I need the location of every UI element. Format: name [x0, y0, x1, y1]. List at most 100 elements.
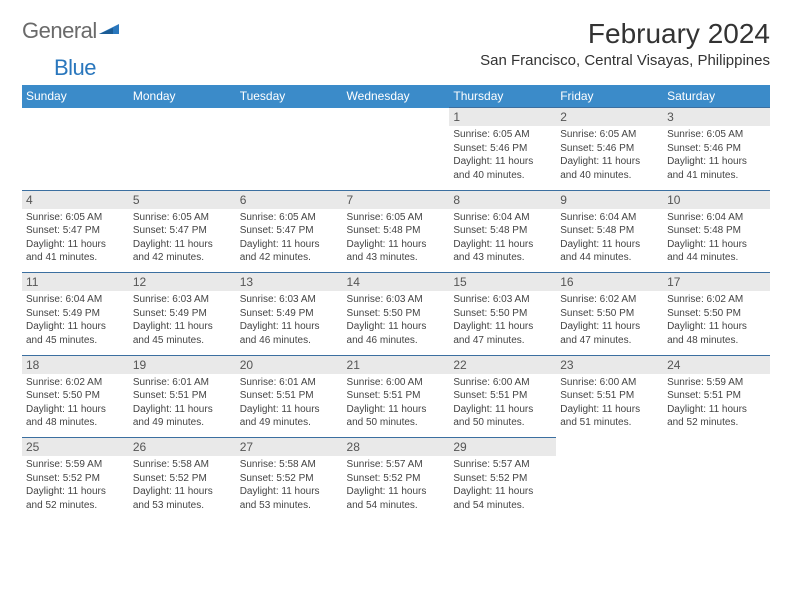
day-detail-cell: Sunrise: 5:57 AMSunset: 5:52 PMDaylight:… [449, 456, 556, 514]
week-daynum-row: 2526272829 [22, 438, 770, 457]
sunrise-text: Sunrise: 6:00 AM [453, 376, 552, 390]
day-number-cell: 9 [556, 190, 663, 209]
day-number-cell: 19 [129, 355, 236, 374]
sunrise-text: Sunrise: 6:02 AM [26, 376, 125, 390]
daylight-text: Daylight: 11 hours and 43 minutes. [347, 238, 446, 265]
sunset-text: Sunset: 5:52 PM [453, 472, 552, 486]
daylight-text: Daylight: 11 hours and 52 minutes. [26, 485, 125, 512]
day-number-cell [556, 438, 663, 457]
sunrise-text: Sunrise: 6:04 AM [560, 211, 659, 225]
day-header-monday: Monday [129, 85, 236, 108]
sunset-text: Sunset: 5:48 PM [347, 224, 446, 238]
day-detail-cell: Sunrise: 6:01 AMSunset: 5:51 PMDaylight:… [129, 374, 236, 432]
day-number-cell: 7 [343, 190, 450, 209]
daylight-text: Daylight: 11 hours and 52 minutes. [667, 403, 766, 430]
daylight-text: Daylight: 11 hours and 47 minutes. [453, 320, 552, 347]
day-number-cell: 15 [449, 273, 556, 292]
day-number-cell [129, 108, 236, 127]
sunset-text: Sunset: 5:47 PM [240, 224, 339, 238]
day-detail-cell: Sunrise: 6:02 AMSunset: 5:50 PMDaylight:… [22, 374, 129, 432]
brand-general: General [22, 18, 97, 44]
day-detail-cell: Sunrise: 6:04 AMSunset: 5:48 PMDaylight:… [663, 209, 770, 267]
day-detail-cell: Sunrise: 6:00 AMSunset: 5:51 PMDaylight:… [343, 374, 450, 432]
day-number-cell: 21 [343, 355, 450, 374]
day-detail-cell [343, 126, 450, 184]
daylight-text: Daylight: 11 hours and 40 minutes. [453, 155, 552, 182]
sunrise-text: Sunrise: 6:05 AM [347, 211, 446, 225]
daylight-text: Daylight: 11 hours and 44 minutes. [667, 238, 766, 265]
day-detail-cell: Sunrise: 6:03 AMSunset: 5:50 PMDaylight:… [449, 291, 556, 349]
day-number-cell: 27 [236, 438, 343, 457]
day-number-cell: 22 [449, 355, 556, 374]
day-detail-cell: Sunrise: 5:58 AMSunset: 5:52 PMDaylight:… [129, 456, 236, 514]
day-detail-cell: Sunrise: 6:03 AMSunset: 5:49 PMDaylight:… [129, 291, 236, 349]
day-number-cell [663, 438, 770, 457]
day-detail-cell: Sunrise: 6:00 AMSunset: 5:51 PMDaylight:… [449, 374, 556, 432]
day-number-cell: 28 [343, 438, 450, 457]
day-detail-cell: Sunrise: 6:04 AMSunset: 5:49 PMDaylight:… [22, 291, 129, 349]
sunset-text: Sunset: 5:46 PM [453, 142, 552, 156]
sunrise-text: Sunrise: 5:59 AM [26, 458, 125, 472]
week-daynum-row: 18192021222324 [22, 355, 770, 374]
day-number-cell: 20 [236, 355, 343, 374]
sunset-text: Sunset: 5:50 PM [560, 307, 659, 321]
sunset-text: Sunset: 5:46 PM [560, 142, 659, 156]
day-number-cell: 2 [556, 108, 663, 127]
sunset-text: Sunset: 5:51 PM [133, 389, 232, 403]
day-number-cell: 13 [236, 273, 343, 292]
day-number-cell [343, 108, 450, 127]
day-number-cell: 1 [449, 108, 556, 127]
calendar-body: 123Sunrise: 6:05 AMSunset: 5:46 PMDaylig… [22, 108, 770, 515]
week-detail-row: Sunrise: 5:59 AMSunset: 5:52 PMDaylight:… [22, 456, 770, 514]
day-header-thursday: Thursday [449, 85, 556, 108]
sunset-text: Sunset: 5:50 PM [347, 307, 446, 321]
day-number-cell: 14 [343, 273, 450, 292]
day-detail-cell [556, 456, 663, 514]
daylight-text: Daylight: 11 hours and 53 minutes. [240, 485, 339, 512]
sunset-text: Sunset: 5:51 PM [453, 389, 552, 403]
sunrise-text: Sunrise: 6:01 AM [133, 376, 232, 390]
sunrise-text: Sunrise: 6:03 AM [347, 293, 446, 307]
daylight-text: Daylight: 11 hours and 49 minutes. [133, 403, 232, 430]
day-detail-cell: Sunrise: 6:03 AMSunset: 5:49 PMDaylight:… [236, 291, 343, 349]
daylight-text: Daylight: 11 hours and 53 minutes. [133, 485, 232, 512]
day-detail-cell: Sunrise: 6:02 AMSunset: 5:50 PMDaylight:… [556, 291, 663, 349]
sunrise-text: Sunrise: 6:05 AM [560, 128, 659, 142]
week-detail-row: Sunrise: 6:04 AMSunset: 5:49 PMDaylight:… [22, 291, 770, 349]
day-number-cell: 6 [236, 190, 343, 209]
sunrise-text: Sunrise: 6:05 AM [26, 211, 125, 225]
sunset-text: Sunset: 5:46 PM [667, 142, 766, 156]
sunrise-text: Sunrise: 6:00 AM [560, 376, 659, 390]
sunrise-text: Sunrise: 5:57 AM [347, 458, 446, 472]
sunset-text: Sunset: 5:47 PM [26, 224, 125, 238]
sunset-text: Sunset: 5:52 PM [347, 472, 446, 486]
week-detail-row: Sunrise: 6:05 AMSunset: 5:46 PMDaylight:… [22, 126, 770, 184]
day-detail-cell: Sunrise: 6:05 AMSunset: 5:47 PMDaylight:… [22, 209, 129, 267]
day-number-cell: 18 [22, 355, 129, 374]
day-number-cell [22, 108, 129, 127]
week-detail-row: Sunrise: 6:05 AMSunset: 5:47 PMDaylight:… [22, 209, 770, 267]
daylight-text: Daylight: 11 hours and 47 minutes. [560, 320, 659, 347]
sunset-text: Sunset: 5:49 PM [240, 307, 339, 321]
sunrise-text: Sunrise: 6:05 AM [453, 128, 552, 142]
sunrise-text: Sunrise: 6:05 AM [133, 211, 232, 225]
sunset-text: Sunset: 5:52 PM [240, 472, 339, 486]
day-number-cell: 25 [22, 438, 129, 457]
week-daynum-row: 45678910 [22, 190, 770, 209]
sunrise-text: Sunrise: 5:59 AM [667, 376, 766, 390]
calendar-page: General February 2024 San Francisco, Cen… [0, 0, 792, 532]
sunrise-text: Sunrise: 6:01 AM [240, 376, 339, 390]
daylight-text: Daylight: 11 hours and 42 minutes. [133, 238, 232, 265]
day-detail-cell [236, 126, 343, 184]
day-header-friday: Friday [556, 85, 663, 108]
day-number-cell: 4 [22, 190, 129, 209]
week-daynum-row: 123 [22, 108, 770, 127]
sunset-text: Sunset: 5:52 PM [26, 472, 125, 486]
sunset-text: Sunset: 5:50 PM [26, 389, 125, 403]
day-detail-cell [129, 126, 236, 184]
day-number-cell: 26 [129, 438, 236, 457]
sunrise-text: Sunrise: 6:04 AM [453, 211, 552, 225]
day-header-saturday: Saturday [663, 85, 770, 108]
daylight-text: Daylight: 11 hours and 41 minutes. [667, 155, 766, 182]
flag-icon [99, 20, 121, 43]
